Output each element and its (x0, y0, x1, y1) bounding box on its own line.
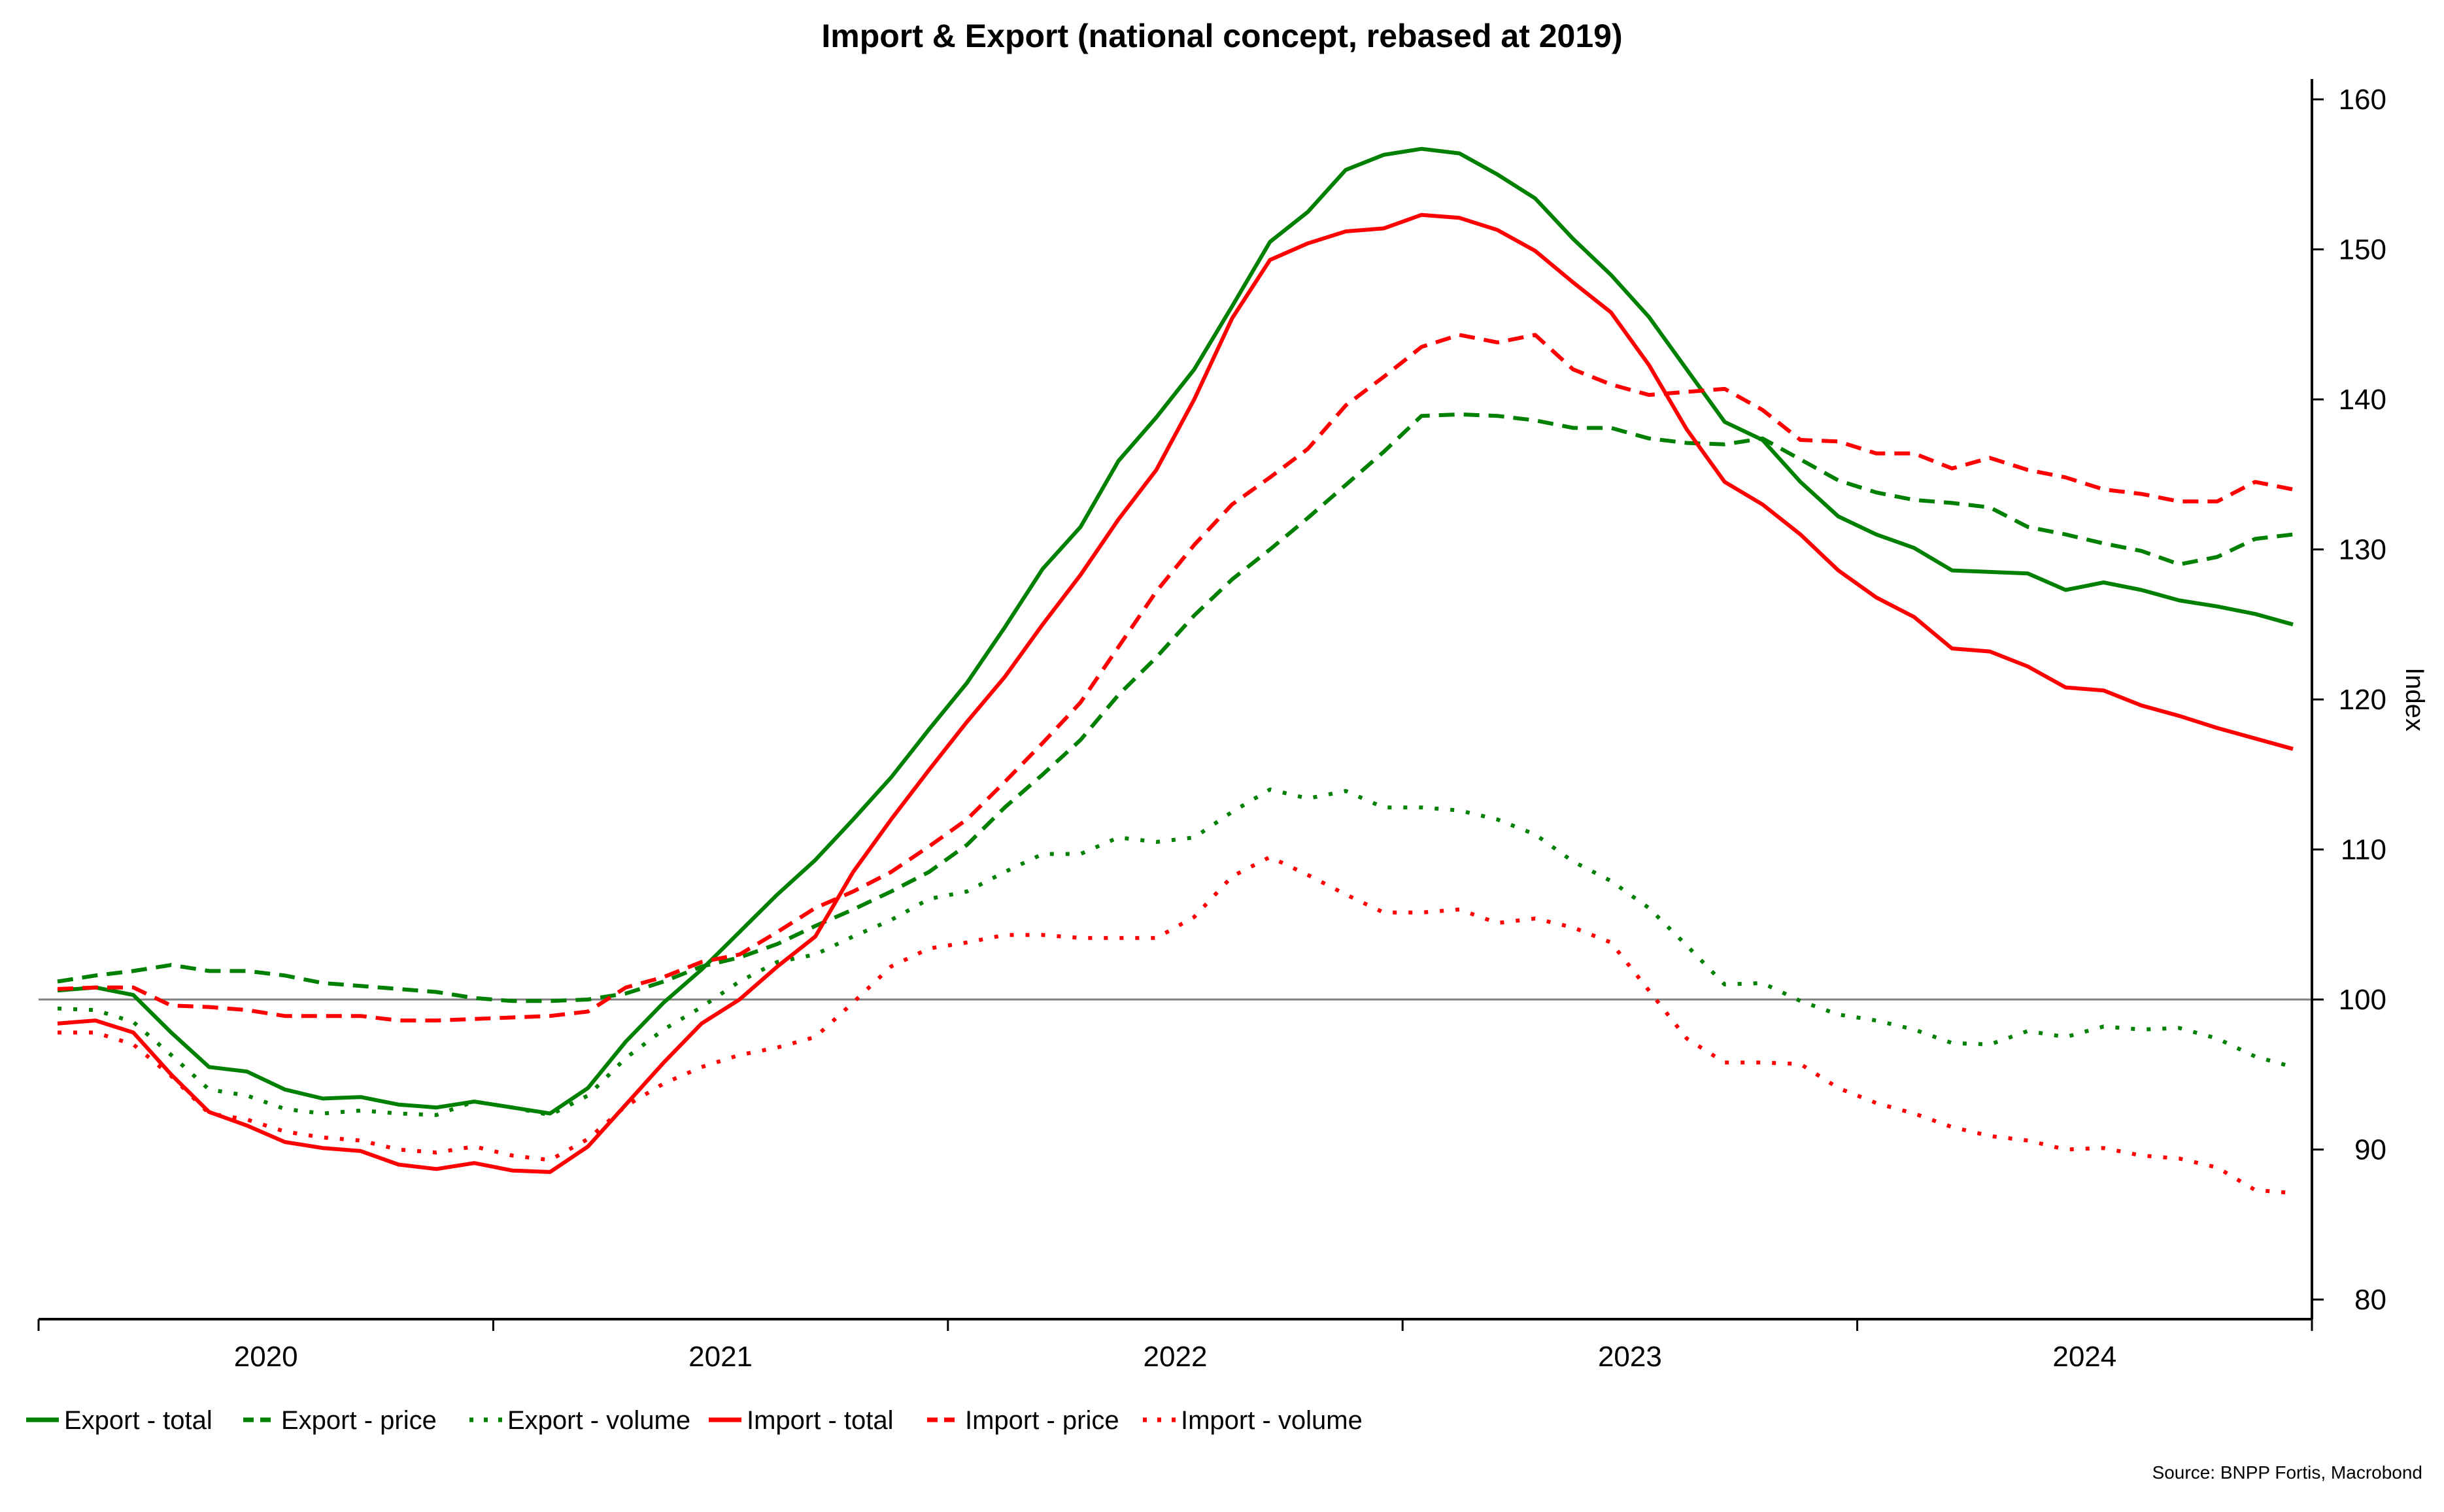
y-tick-label: 100 (2339, 984, 2386, 1016)
legend-label: Export - price (281, 1406, 437, 1435)
x-tick-label: 2020 (234, 1341, 298, 1373)
series-line-export-volume (57, 787, 2294, 1117)
legend-item: Import - volume (1143, 1406, 1363, 1435)
x-tick-label: 2021 (688, 1341, 753, 1373)
legend-item: Import - total (709, 1406, 894, 1435)
y-tick-label: 80 (2354, 1284, 2386, 1316)
y-tick-label: 160 (2339, 84, 2386, 116)
legend: Export - total Export - price Export - vol… (26, 1406, 1363, 1435)
legend-label: Import - volume (1181, 1406, 1363, 1435)
legend-label: Export - total (64, 1406, 212, 1435)
legend-label: Export - volume (507, 1406, 690, 1435)
legend-item: Export - volume (469, 1406, 690, 1435)
series-line-import-total (57, 212, 2294, 1174)
y-tick-label: 150 (2339, 234, 2386, 266)
series-line-import-volume (58, 855, 2294, 1196)
y-tick-label: 140 (2339, 384, 2386, 416)
chart-title: Import & Export (national concept, rebas… (821, 18, 1622, 54)
series-line-import-price (57, 333, 2294, 1023)
y-tick-label: 110 (2341, 834, 2386, 866)
series-line-export-price (57, 412, 2294, 1003)
x-tick-label: 2023 (1598, 1341, 1662, 1373)
legend-label: Import - price (965, 1406, 1119, 1435)
x-tick-label: 2024 (2052, 1341, 2116, 1373)
x-axis: 2020 2021 2022 2023 2024 (37, 1318, 2313, 1373)
y-axis-label: Index (2400, 667, 2429, 731)
legend-item: Import - price (927, 1406, 1119, 1435)
legend-item: Export - total (26, 1406, 212, 1435)
legend-item: Export - price (243, 1406, 437, 1435)
source-note: Source: BNPP Fortis, Macrobond (2152, 1462, 2422, 1483)
x-tick-label: 2022 (1144, 1341, 1208, 1373)
y-tick-label: 130 (2339, 534, 2386, 566)
y-axis: 80 90 100 110 120 130 140 150 160 (2311, 79, 2386, 1319)
legend-label: Import - total (747, 1406, 894, 1435)
y-tick-label: 90 (2354, 1134, 2386, 1166)
series-line-export-total (57, 146, 2294, 1116)
plot-area (39, 146, 2312, 1196)
y-tick-label: 120 (2339, 684, 2386, 716)
